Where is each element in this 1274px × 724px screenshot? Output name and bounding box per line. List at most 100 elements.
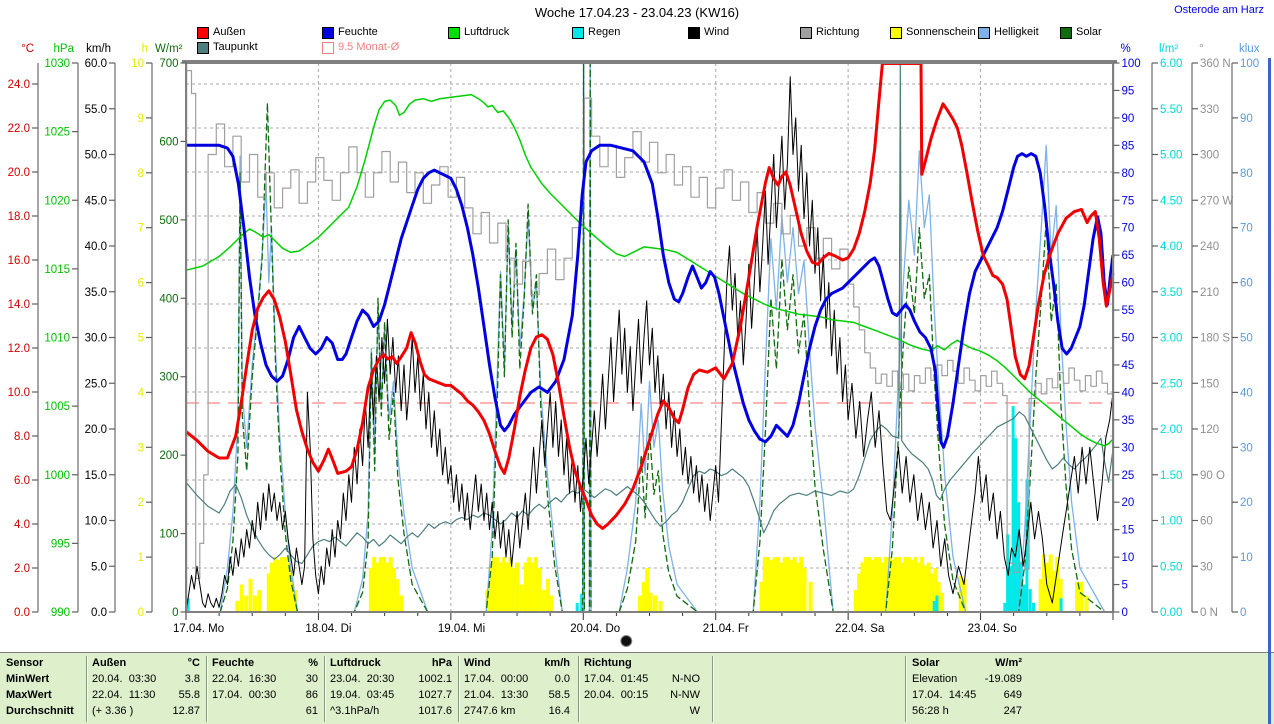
svg-text:2.0: 2.0 bbox=[14, 563, 30, 575]
svg-text:95: 95 bbox=[1122, 85, 1135, 97]
svg-text:10.0: 10.0 bbox=[8, 387, 30, 399]
table-cell: 3.8 bbox=[184, 673, 200, 685]
legend-label-wind: Wind bbox=[704, 26, 730, 38]
svg-text:45: 45 bbox=[1122, 360, 1135, 372]
axis-unit-wind: km/h bbox=[86, 43, 111, 55]
svg-text:25.0: 25.0 bbox=[85, 378, 107, 390]
svg-text:90: 90 bbox=[1122, 113, 1135, 125]
aussen-swatch-icon bbox=[197, 27, 209, 39]
page-title: Woche 17.04.23 - 23.04.23 (KW16) bbox=[534, 5, 740, 20]
svg-text:400: 400 bbox=[159, 293, 178, 305]
svg-text:1: 1 bbox=[138, 552, 144, 564]
svg-text:20: 20 bbox=[1122, 497, 1135, 509]
svg-text:60: 60 bbox=[1240, 278, 1253, 290]
axis-unit-sun: h bbox=[142, 43, 148, 55]
table-cell: 0.0 bbox=[554, 673, 570, 685]
svg-text:120: 120 bbox=[1200, 424, 1219, 436]
axis-unit-press: hPa bbox=[54, 43, 75, 55]
table-cell: km/h bbox=[544, 657, 570, 669]
taupunkt-swatch-icon bbox=[197, 42, 209, 54]
svg-text:700: 700 bbox=[159, 58, 178, 70]
svg-text:20: 20 bbox=[1240, 497, 1253, 509]
table-cell: 1027.7 bbox=[418, 689, 452, 701]
table-cell: Durchschnitt bbox=[6, 705, 74, 717]
svg-text:75: 75 bbox=[1122, 195, 1135, 207]
svg-text:1010: 1010 bbox=[44, 333, 70, 345]
axis-unit-rain: l/m² bbox=[1159, 43, 1178, 55]
axis-unit-solar: W/m² bbox=[155, 43, 183, 55]
series-luftdruck bbox=[185, 93, 1114, 447]
table-cell: Luftdruck bbox=[330, 657, 381, 669]
table-cell: W bbox=[689, 705, 700, 717]
x-label-day-1: 18.04. Di bbox=[305, 623, 351, 635]
legend-label-helligkeit: Helligkeit bbox=[994, 26, 1039, 38]
svg-text:70: 70 bbox=[1240, 223, 1253, 235]
table-cell: 2747.6 km bbox=[464, 705, 516, 717]
svg-text:4.0: 4.0 bbox=[14, 519, 30, 531]
svg-text:150: 150 bbox=[1200, 378, 1219, 390]
svg-text:1025: 1025 bbox=[44, 127, 70, 139]
legend-label-richtung: Richtung bbox=[816, 26, 860, 38]
wind-swatch-icon bbox=[688, 27, 700, 39]
svg-text:4.00: 4.00 bbox=[1160, 241, 1182, 253]
table-cell: MaxWert bbox=[6, 689, 52, 701]
svg-text:50: 50 bbox=[1240, 333, 1253, 345]
axis-solar: 700 600 500 400 300 200 100 0 W/m² bbox=[155, 43, 188, 619]
chart-canvas[interactable]: 24.022.020.018.016.014.012.010.08.06.04.… bbox=[0, 0, 1274, 652]
svg-text:40.0: 40.0 bbox=[85, 241, 107, 253]
x-label-day-5: 22.04. Sa bbox=[835, 623, 885, 635]
svg-text:210: 210 bbox=[1200, 287, 1219, 299]
svg-text:15: 15 bbox=[1122, 525, 1135, 537]
series-aussen bbox=[185, 62, 1115, 530]
table-cell: Feuchte bbox=[212, 657, 255, 669]
svg-text:5.50: 5.50 bbox=[1160, 104, 1182, 116]
svg-text:25: 25 bbox=[1122, 470, 1135, 482]
table-cell: Richtung bbox=[584, 657, 632, 669]
monat-swatch-icon bbox=[322, 42, 334, 54]
table-cell: 649 bbox=[1003, 689, 1022, 701]
svg-text:0.0: 0.0 bbox=[91, 607, 107, 619]
svg-text:0: 0 bbox=[172, 607, 178, 619]
table-cell: 61 bbox=[305, 705, 318, 717]
table-separator bbox=[712, 656, 714, 722]
svg-text:4: 4 bbox=[138, 387, 145, 399]
table-cell: 56:28 h bbox=[912, 705, 949, 717]
svg-text:0.00: 0.00 bbox=[1160, 607, 1182, 619]
table-cell: % bbox=[308, 657, 318, 669]
svg-text:12.0: 12.0 bbox=[8, 343, 30, 355]
table-cell: N-NW bbox=[670, 689, 700, 701]
svg-text:80: 80 bbox=[1240, 168, 1253, 180]
svg-text:180 S: 180 S bbox=[1200, 333, 1230, 345]
x-label-day-4: 21.04. Fr bbox=[703, 623, 749, 635]
table-cell: (+ 3.36 ) bbox=[92, 705, 134, 717]
svg-text:360 N: 360 N bbox=[1200, 58, 1231, 70]
svg-text:30: 30 bbox=[1200, 561, 1213, 573]
svg-text:35: 35 bbox=[1122, 415, 1135, 427]
table-cell: 17.04. 01:45 bbox=[584, 673, 649, 685]
svg-text:55.0: 55.0 bbox=[85, 104, 107, 116]
station-name: Osterode am Harz bbox=[1174, 4, 1264, 16]
svg-text:22.0: 22.0 bbox=[8, 123, 30, 135]
axis-rain: 6.00 5.50 5.00 4.50 4.00 3.50 3.00 2.50 2.00 1.50… bbox=[1151, 43, 1182, 619]
svg-text:10: 10 bbox=[1240, 552, 1253, 564]
svg-text:7: 7 bbox=[138, 223, 144, 235]
table-cell: 19.04. 03:45 bbox=[330, 689, 395, 701]
axis-unit-hum: % bbox=[1121, 43, 1131, 55]
svg-text:0 N: 0 N bbox=[1200, 607, 1218, 619]
svg-text:1020: 1020 bbox=[44, 195, 70, 207]
svg-text:330: 330 bbox=[1200, 104, 1219, 116]
svg-text:30: 30 bbox=[1122, 442, 1135, 454]
svg-text:60: 60 bbox=[1200, 516, 1213, 528]
table-cell: Solar bbox=[912, 657, 940, 669]
sonnenschein-swatch-icon bbox=[890, 27, 902, 39]
solar-swatch-icon bbox=[1060, 27, 1072, 39]
legend-label-solar: Solar bbox=[1076, 26, 1102, 38]
svg-text:4.50: 4.50 bbox=[1160, 195, 1182, 207]
svg-text:60: 60 bbox=[1122, 278, 1135, 290]
table-cell: 22.04. 16:30 bbox=[212, 673, 277, 685]
feuchte-swatch-icon bbox=[322, 27, 334, 39]
svg-text:1030: 1030 bbox=[44, 58, 70, 70]
svg-text:50.0: 50.0 bbox=[85, 150, 107, 162]
svg-text:6.00: 6.00 bbox=[1160, 58, 1182, 70]
